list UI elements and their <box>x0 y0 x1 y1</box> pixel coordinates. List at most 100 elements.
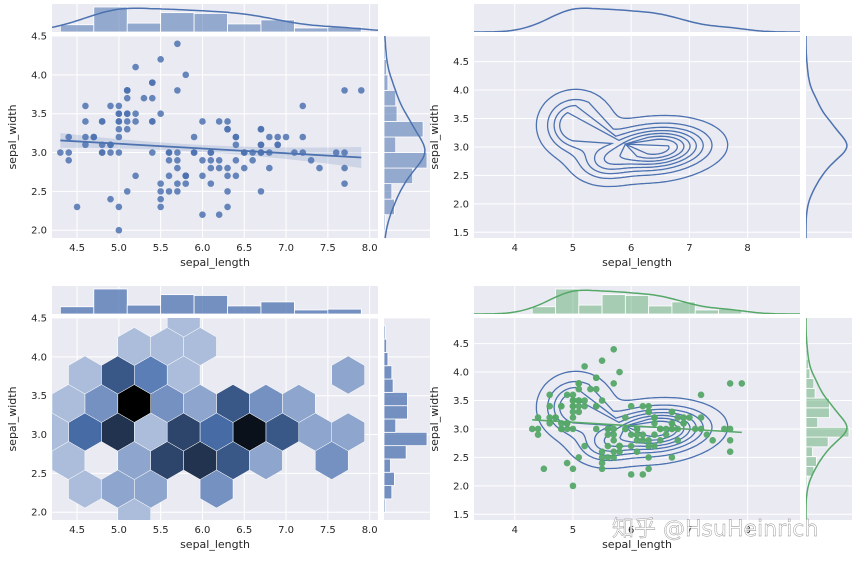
marginal-x-bar <box>126 304 162 315</box>
scatter-point <box>82 133 89 141</box>
marginal-x-bar <box>93 6 128 33</box>
scatter-point <box>107 195 114 203</box>
scatter-point <box>115 110 123 117</box>
scatter-point <box>123 188 131 195</box>
marginal-y-bar <box>383 89 397 107</box>
hexbin-cell <box>183 384 217 423</box>
marginal-y-bar <box>383 471 395 486</box>
scatter-point <box>662 431 670 438</box>
y-tick-label: 1.5 <box>453 510 469 521</box>
y-tick-label: 4.5 <box>453 57 469 68</box>
scatter-point <box>627 442 635 450</box>
scatter-point <box>232 157 240 164</box>
scatter-point <box>215 157 223 164</box>
kde-contour-line <box>624 138 678 159</box>
scatter-point <box>157 110 164 117</box>
scatter-point <box>563 391 571 399</box>
scatter-point <box>552 414 559 421</box>
scatter-point <box>581 442 588 450</box>
kde-contour-line <box>535 370 729 470</box>
scatter-point <box>207 157 215 164</box>
marginal-y-kde <box>384 36 426 238</box>
x-tick-label: 5.0 <box>111 525 127 536</box>
scatter-point <box>627 402 635 410</box>
marginal-y-bar <box>805 397 830 409</box>
marginal-x-bar <box>648 305 673 315</box>
x-tick-label: 8 <box>744 525 750 536</box>
scatter-point <box>639 402 647 410</box>
scatter-point <box>546 391 553 399</box>
scatter-point <box>174 87 181 94</box>
scatter-point <box>123 110 131 117</box>
scatter-point <box>199 172 206 180</box>
scatter-point <box>82 141 89 149</box>
scatter-point <box>90 133 98 141</box>
marginal-x-bar <box>531 306 556 315</box>
x-tick-label: 4.5 <box>69 243 85 254</box>
scatter-point <box>633 448 641 456</box>
marginal-x-bar <box>601 294 626 315</box>
scatter-point <box>680 419 687 427</box>
scatter-point <box>726 425 734 433</box>
scatter-point <box>157 188 164 195</box>
scatter-point <box>341 180 348 187</box>
scatter-point <box>575 380 583 387</box>
x-tick-label: 6.5 <box>236 243 252 254</box>
marginal-x-kde <box>474 289 800 314</box>
scatter-point <box>610 425 618 433</box>
scatter-point <box>610 437 618 444</box>
scatter-point <box>558 402 565 410</box>
scatter-point <box>697 425 705 433</box>
x-tick-label: 7.5 <box>320 525 336 536</box>
marginal-y-bar <box>805 417 819 428</box>
scatter-point <box>575 385 583 393</box>
scatter-point <box>581 402 588 410</box>
scatter-point <box>266 164 273 172</box>
scatter-point <box>157 203 164 211</box>
scatter-point <box>98 149 106 156</box>
scatter-point <box>249 157 256 164</box>
kde-contour-line <box>625 143 670 155</box>
scatter-point <box>65 157 73 164</box>
scatter-point <box>709 437 716 444</box>
marginal-y-bar <box>383 105 398 122</box>
x-tick-label: 6.0 <box>195 525 211 536</box>
scatter-point <box>674 437 682 444</box>
marginal-y-bar <box>805 378 815 389</box>
x-tick-label: 7.0 <box>278 525 294 536</box>
kde-contour-line <box>624 420 678 441</box>
scatter-point <box>528 425 536 433</box>
marginal-y-bar <box>383 405 408 420</box>
scatter-point <box>686 414 693 421</box>
scatter-point <box>569 402 577 410</box>
y-axis-label: sepal_width <box>6 386 19 451</box>
scatter-point <box>575 397 583 404</box>
scatter-point <box>546 414 553 421</box>
x-tick-label: 4.5 <box>69 525 85 536</box>
x-tick-label: 5 <box>570 243 576 254</box>
scatter-point <box>207 149 215 156</box>
scatter-point <box>82 118 89 125</box>
scatter-point <box>651 431 658 438</box>
y-tick-label: 4.5 <box>31 32 47 43</box>
scatter-point <box>610 431 618 438</box>
scatter-point <box>534 431 542 438</box>
x-tick-label: 7 <box>686 243 692 254</box>
hexbin-cell <box>331 355 365 395</box>
scatter-point <box>680 414 687 421</box>
scatter-point <box>316 164 323 172</box>
marginal-y-bar <box>383 391 408 407</box>
marginal-x-bar <box>578 304 603 315</box>
scatter-point <box>257 188 265 195</box>
scatter-point <box>639 437 647 444</box>
marginal-x-bar <box>294 27 329 33</box>
scatter-point <box>633 437 641 444</box>
marginal-y-bar <box>383 338 388 353</box>
marginal-y-bar <box>383 325 386 340</box>
scatter-point <box>249 149 256 156</box>
scatter-point <box>199 118 206 125</box>
scatter-point <box>157 180 164 187</box>
scatter-point <box>610 345 618 353</box>
scatter-point <box>274 133 281 141</box>
scatter-point <box>645 408 652 416</box>
